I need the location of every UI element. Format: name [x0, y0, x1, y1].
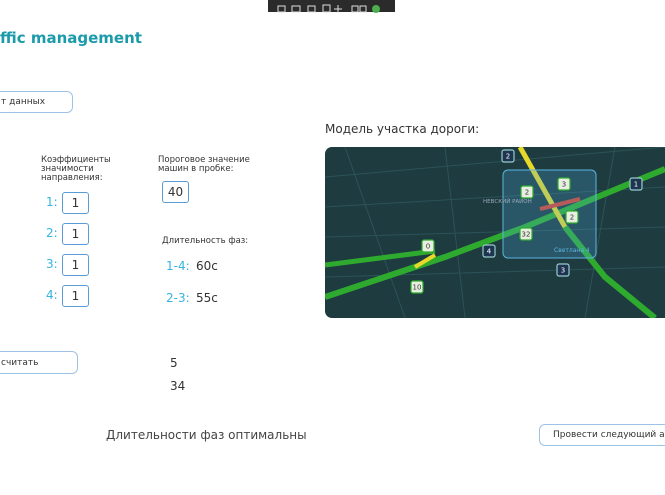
- toolbar-icons: [277, 4, 380, 13]
- phase-value: 55с: [196, 291, 218, 305]
- coefficient-input[interactable]: 1: [62, 285, 89, 307]
- page-title: ffic management: [0, 29, 142, 47]
- coefficient-input[interactable]: 1: [62, 254, 89, 276]
- marker: [410, 280, 424, 294]
- marker-label: 0: [426, 243, 430, 251]
- result: 34: [170, 379, 186, 393]
- marker: [556, 263, 570, 277]
- coefficient-name: 4:: [46, 288, 58, 302]
- marker: [565, 210, 579, 224]
- marker-label: 2: [525, 189, 529, 197]
- next-button[interactable]: Провести следующий ан: [539, 424, 665, 446]
- result: 5: [170, 356, 178, 370]
- calc-button[interactable]: считать: [0, 351, 78, 374]
- phase-name: 1-4:: [166, 259, 190, 273]
- phases-label: Длительность фаз:: [162, 236, 249, 246]
- coefficient-name: 2:: [46, 226, 58, 240]
- marker: [482, 244, 496, 258]
- coefficient-name: 3:: [46, 257, 58, 271]
- district-label: НЕВСКИЙ РАЙОН: [483, 198, 532, 205]
- threshold-input[interactable]: 40: [162, 181, 189, 203]
- coefficient-input[interactable]: 1: [62, 192, 89, 214]
- coefficient-name: 1:: [46, 195, 58, 209]
- marker-label: 2: [570, 214, 574, 222]
- threshold-label: Пороговое значение машин в пробке:: [158, 155, 250, 174]
- marker: [421, 239, 435, 253]
- marker-label: 4: [487, 248, 492, 256]
- marker: [519, 227, 533, 241]
- coefficients-label: Коэффициенты значимости направления:: [41, 155, 111, 183]
- coefficient-input[interactable]: 1: [62, 223, 89, 245]
- map-title: Модель участка дороги:: [325, 122, 480, 136]
- phase-name: 2-3:: [166, 291, 190, 305]
- phase-value: 60с: [196, 259, 218, 273]
- marker-label: 3: [562, 181, 566, 189]
- marker-label: 3: [561, 267, 565, 275]
- toolbar: [268, 0, 395, 13]
- marker: [629, 177, 643, 191]
- marker-label: 32: [522, 231, 531, 239]
- marker: [557, 177, 571, 191]
- marker: [501, 149, 515, 163]
- marker-label: 2: [506, 153, 510, 161]
- status-text: Длительности фаз оптимальны: [106, 428, 307, 442]
- marker-label: 1: [634, 181, 638, 189]
- place-label: Светлана 4: [554, 247, 590, 254]
- marker: [520, 185, 534, 199]
- load-button[interactable]: т данных: [0, 91, 73, 113]
- marker-label: 10: [413, 284, 422, 292]
